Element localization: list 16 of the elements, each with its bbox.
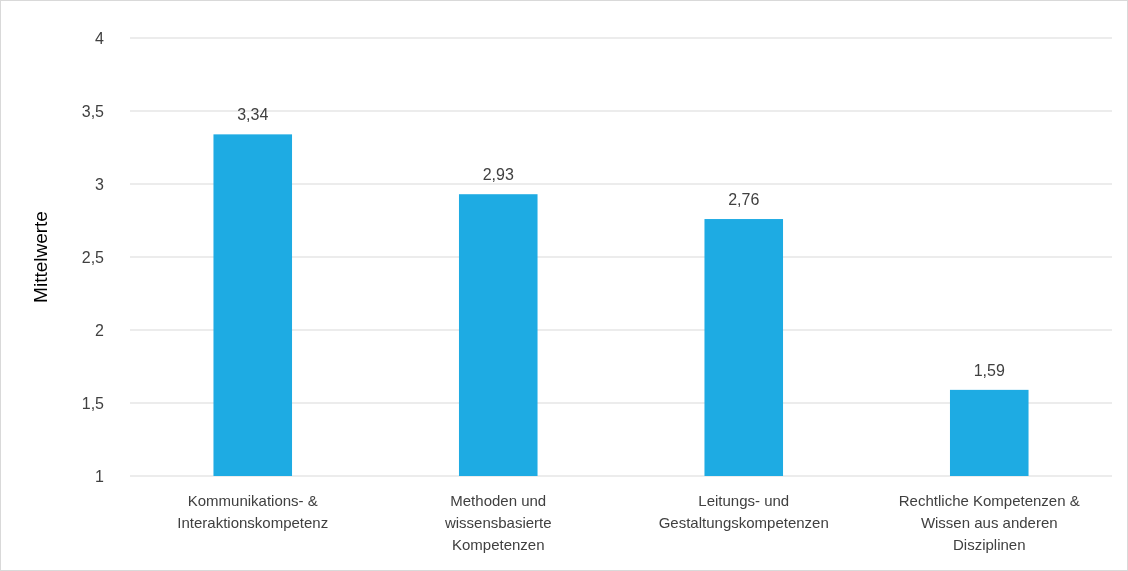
x-tick-label: Methoden und wissensbasierte Kompetenzen	[443, 492, 552, 553]
y-tick-label: 1,5	[81, 394, 105, 412]
x-tick-label: Kommunikations- & Interaktionskompetenz	[177, 492, 329, 531]
y-tick-label: 2,5	[81, 248, 105, 266]
y-tick-label: 3,5	[81, 102, 105, 120]
data-label: 1,59	[973, 361, 1005, 379]
data-label: 2,93	[482, 166, 514, 184]
y-axis-title: Mittelwerte	[29, 211, 51, 303]
y-tick-label: 3	[95, 175, 105, 193]
data-label: 2,76	[728, 191, 760, 209]
y-tick-label: 4	[95, 29, 105, 47]
x-tick-label: Leitungs- und Gestaltungskompetenzen	[658, 492, 829, 531]
data-label: 3,34	[237, 106, 269, 124]
y-tick-label: 1	[95, 467, 105, 485]
x-tick-label: Rechtliche Kompetenzen & Wissen aus anderen Disziplinen	[898, 492, 1080, 553]
y-tick-label: 2	[95, 321, 105, 339]
